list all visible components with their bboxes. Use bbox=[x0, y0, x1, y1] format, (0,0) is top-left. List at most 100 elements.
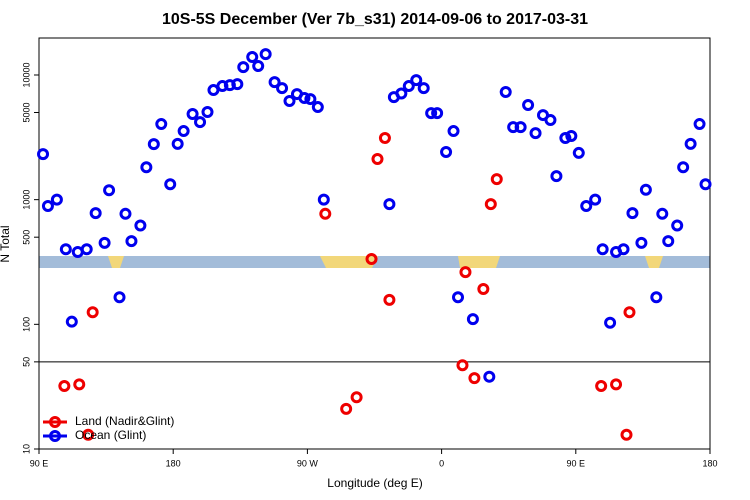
point bbox=[452, 291, 465, 304]
point bbox=[73, 378, 86, 391]
point bbox=[268, 76, 281, 89]
point bbox=[456, 359, 469, 372]
point bbox=[639, 183, 652, 196]
point bbox=[595, 380, 608, 393]
legend-marker bbox=[49, 416, 61, 428]
point bbox=[80, 243, 93, 256]
point bbox=[86, 306, 99, 319]
point bbox=[656, 207, 669, 220]
point bbox=[596, 243, 609, 256]
point bbox=[466, 313, 479, 326]
point bbox=[350, 391, 363, 404]
point bbox=[201, 105, 214, 118]
point bbox=[626, 207, 639, 220]
point bbox=[499, 86, 512, 99]
point bbox=[431, 107, 444, 120]
point bbox=[155, 118, 168, 131]
point bbox=[650, 291, 663, 304]
plot-frame bbox=[38, 37, 711, 450]
point bbox=[483, 370, 496, 383]
point bbox=[231, 78, 244, 91]
point bbox=[589, 193, 602, 206]
point bbox=[119, 207, 132, 220]
point bbox=[529, 127, 542, 140]
point bbox=[246, 51, 259, 64]
point bbox=[194, 116, 207, 129]
point bbox=[164, 178, 177, 191]
point bbox=[565, 130, 578, 143]
point bbox=[684, 137, 697, 150]
point bbox=[371, 152, 384, 165]
point bbox=[383, 198, 396, 211]
x-axis-label: Longitude (deg E) bbox=[327, 476, 422, 490]
point bbox=[514, 121, 527, 134]
point bbox=[484, 198, 497, 211]
point bbox=[620, 428, 633, 441]
y-tick-label: 1000 bbox=[21, 190, 31, 210]
point bbox=[113, 291, 126, 304]
y-tick-label: 100 bbox=[21, 317, 31, 332]
point bbox=[677, 161, 690, 174]
point bbox=[140, 161, 153, 174]
x-tick-label: 90 E bbox=[30, 458, 49, 468]
point bbox=[459, 266, 472, 279]
point bbox=[304, 93, 317, 106]
point bbox=[383, 293, 396, 306]
point bbox=[699, 178, 712, 191]
point bbox=[50, 193, 63, 206]
point bbox=[477, 283, 490, 296]
point bbox=[671, 219, 684, 232]
y-tick-label: 500 bbox=[21, 230, 31, 245]
point bbox=[37, 148, 50, 161]
point bbox=[550, 170, 563, 183]
point bbox=[186, 108, 199, 121]
point bbox=[468, 372, 481, 385]
point bbox=[440, 146, 453, 159]
y-tick-label: 5000 bbox=[21, 102, 31, 122]
point bbox=[662, 235, 675, 248]
point bbox=[402, 80, 415, 93]
point bbox=[544, 114, 557, 127]
point bbox=[365, 253, 378, 266]
point bbox=[59, 243, 72, 256]
point bbox=[572, 146, 585, 159]
x-tick-label: 180 bbox=[702, 458, 717, 468]
point bbox=[41, 199, 54, 212]
point bbox=[559, 132, 572, 145]
point bbox=[580, 199, 593, 212]
x-tick-label: 90 E bbox=[567, 458, 586, 468]
point bbox=[98, 236, 111, 249]
point bbox=[617, 243, 630, 256]
point bbox=[103, 184, 116, 197]
point bbox=[82, 428, 95, 441]
point bbox=[395, 87, 408, 100]
point bbox=[378, 132, 391, 145]
y-tick-label: 10 bbox=[21, 444, 31, 454]
point bbox=[693, 118, 706, 131]
point bbox=[317, 193, 330, 206]
point bbox=[147, 138, 160, 151]
legend-label: Land (Nadir&Glint) bbox=[75, 414, 174, 428]
point bbox=[425, 107, 438, 120]
point bbox=[134, 219, 147, 232]
point bbox=[319, 207, 332, 220]
point bbox=[125, 235, 138, 248]
point bbox=[490, 173, 503, 186]
point bbox=[252, 60, 265, 73]
point bbox=[259, 48, 272, 61]
y-tick-label: 50 bbox=[21, 357, 31, 367]
chart-title: 10S-5S December (Ver 7b_s31) 2014-09-06 … bbox=[162, 11, 588, 28]
point bbox=[283, 95, 296, 108]
point bbox=[410, 74, 423, 87]
point bbox=[507, 121, 520, 134]
point bbox=[65, 315, 78, 328]
point bbox=[522, 99, 535, 112]
point bbox=[635, 236, 648, 249]
point bbox=[276, 82, 289, 95]
point bbox=[311, 101, 324, 114]
point bbox=[58, 380, 71, 393]
y-tick-label: 10000 bbox=[21, 62, 31, 87]
x-tick-label: 0 bbox=[439, 458, 444, 468]
point bbox=[610, 378, 623, 391]
